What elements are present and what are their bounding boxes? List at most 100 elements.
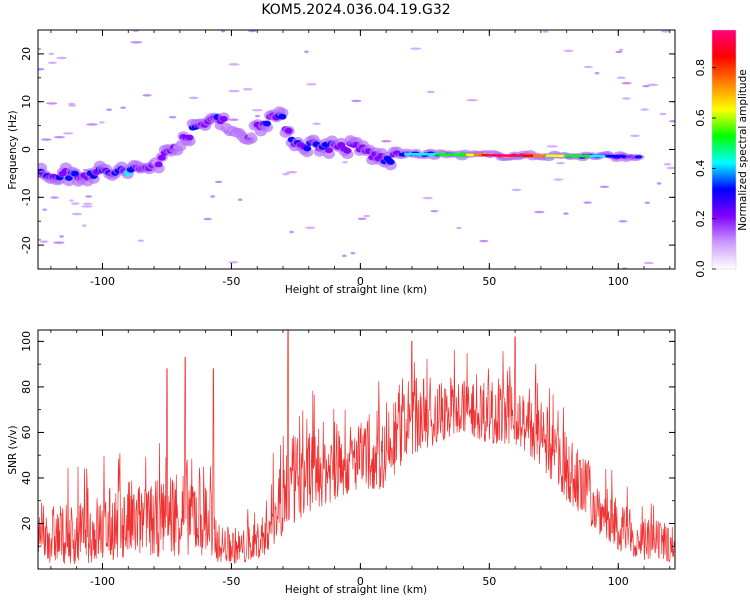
snr-frame	[37, 329, 676, 570]
noise-blob	[228, 118, 239, 121]
ridge-line	[569, 154, 573, 158]
noise-blob	[622, 97, 631, 100]
ridge-line	[473, 153, 477, 157]
ridge-line	[455, 153, 459, 156]
noise-blob	[132, 30, 139, 33]
noise-blob	[342, 161, 348, 164]
snr-ytick-label: 60	[20, 425, 33, 439]
noise-blob	[542, 30, 549, 33]
ridge-core	[324, 147, 333, 154]
noise-blob	[50, 196, 59, 199]
noise-blob	[618, 48, 624, 51]
ridge-line	[577, 154, 580, 158]
ridge-line	[422, 153, 426, 156]
ridge-line	[468, 153, 472, 157]
noise-blob	[342, 254, 347, 258]
ridge-core	[154, 161, 163, 168]
noise-blob	[38, 68, 45, 71]
ridge-line	[584, 154, 588, 158]
noise-blob	[643, 261, 654, 265]
noise-blob	[228, 261, 239, 264]
spectrogram-ytick-label: -20	[20, 236, 33, 254]
noise-blob	[41, 138, 52, 141]
snr-series-line	[38, 330, 675, 565]
noise-blob	[83, 202, 93, 206]
noise-blob	[220, 30, 226, 33]
spectrogram-xtick-label: -50	[222, 275, 240, 288]
ridge-core	[278, 113, 287, 120]
ridge-core	[343, 147, 352, 154]
ridge-line	[453, 153, 457, 156]
ridge-line	[595, 154, 599, 158]
noise-blob	[38, 238, 42, 241]
noise-blob	[546, 145, 559, 148]
ridge-line	[600, 154, 604, 158]
noise-blob	[137, 239, 145, 242]
ridge-line	[432, 153, 436, 156]
colorbar-label: Normalized spectral amplitude	[737, 69, 749, 230]
ridge-line	[484, 153, 488, 157]
colorbar: 0.0 0.2 0.4 0.6 0.8 Normalized spectral ampl…	[694, 29, 749, 278]
noise-blob	[289, 230, 294, 234]
noise-blob	[53, 135, 66, 139]
ridge-line	[613, 155, 617, 158]
ridge-line	[607, 155, 611, 158]
ridge-line	[494, 154, 498, 157]
colorbar-gradient	[712, 30, 736, 269]
noise-blob	[594, 72, 600, 75]
ridge-line	[540, 154, 544, 157]
snr-xtick-label: 100	[608, 575, 629, 588]
noise-blob	[106, 108, 112, 111]
ridge-core	[303, 145, 312, 152]
ridge-line	[528, 154, 531, 157]
ridge-line	[538, 154, 542, 157]
spectrogram-xtick-label: 0	[357, 275, 364, 288]
ridge-core	[263, 120, 272, 127]
ridge-line	[615, 155, 619, 158]
ridge-line	[411, 153, 415, 156]
noise-blob	[168, 115, 177, 119]
colorbar-tick-label: 0.2	[694, 210, 707, 228]
snr-data	[38, 330, 675, 565]
noise-blob	[618, 220, 628, 223]
ridge-line	[517, 154, 521, 157]
snr-ytick-label: 80	[20, 380, 33, 394]
ridge-line	[530, 154, 534, 157]
noise-blob	[69, 199, 74, 202]
ridge-line	[610, 155, 614, 158]
ridge-line	[463, 153, 467, 156]
ridge-line	[556, 154, 560, 157]
noise-blob	[553, 178, 564, 181]
ridge-line	[535, 154, 539, 157]
ridge-core	[634, 155, 643, 159]
ridge-line	[458, 153, 462, 156]
snr-panel: -100 -50 0 50 100 20 40 60 80 100 Height of stra…	[7, 329, 676, 596]
ridge-line	[507, 154, 511, 157]
noise-blob	[563, 49, 574, 53]
snr-ytick-label: 100	[20, 331, 33, 352]
noise-blob	[422, 196, 433, 200]
noise-blob	[210, 195, 216, 198]
noise-blob	[430, 209, 439, 213]
noise-blob	[363, 214, 371, 218]
snr-ytick-label: 20	[20, 516, 33, 530]
ridge-core	[219, 115, 228, 122]
noise-blob	[410, 47, 422, 50]
ridge-line	[574, 154, 578, 158]
ridge-line	[520, 154, 524, 157]
ridge-line	[525, 154, 529, 157]
ridge-line	[414, 153, 418, 156]
noise-blob	[351, 99, 362, 103]
ridge-line	[406, 153, 410, 156]
noise-blob	[666, 166, 675, 170]
ridge-line	[515, 154, 519, 157]
ridge-line	[504, 154, 508, 157]
spectrogram-xlabel: Height of straight line (km)	[285, 284, 427, 296]
ridge-line	[404, 153, 408, 156]
noise-blob	[46, 102, 58, 105]
snr-y-ticks: 20 40 60 80 100	[20, 331, 675, 570]
noise-blob	[616, 76, 626, 79]
ridge-line	[597, 154, 601, 158]
